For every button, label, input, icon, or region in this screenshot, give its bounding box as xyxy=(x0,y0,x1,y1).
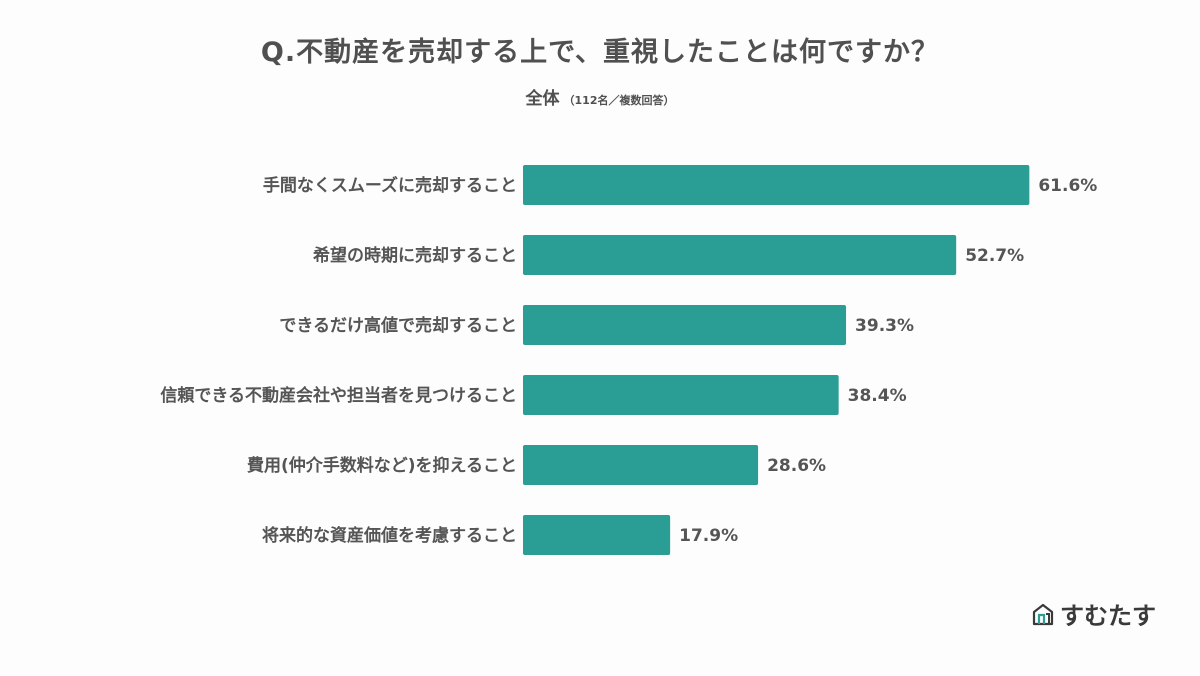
category-label: できるだけ高値で売却すること xyxy=(279,315,517,336)
bar xyxy=(523,165,1030,205)
brand-name: すむたす xyxy=(1060,602,1156,630)
subtitle-main: 全体 xyxy=(525,89,560,109)
value-label: 28.6% xyxy=(767,456,826,476)
bar xyxy=(523,375,839,415)
subtitle-note: （112名／複数回答） xyxy=(563,94,675,107)
value-label: 61.6% xyxy=(1038,176,1097,196)
house-logo-icon xyxy=(1032,603,1054,625)
value-label: 52.7% xyxy=(965,246,1024,266)
value-label: 39.3% xyxy=(855,316,914,336)
value-label: 38.4% xyxy=(848,386,907,406)
category-label: 信頼できる不動産会社や担当者を見つけること xyxy=(160,385,517,406)
category-label: 費用(仲介手数料など)を抑えること xyxy=(247,455,517,476)
category-label: 希望の時期に売却すること xyxy=(313,245,517,266)
bar xyxy=(523,305,847,345)
category-label: 将来的な資産価値を考慮すること xyxy=(262,525,517,546)
chart-title: Q.不動産を売却する上で、重視したことは何ですか？ xyxy=(260,37,940,68)
brand-logo: すむたす xyxy=(1032,596,1156,631)
category-label: 手間なくスムーズに売却すること xyxy=(263,175,517,196)
bar xyxy=(523,445,759,485)
bar xyxy=(523,515,671,555)
value-label: 17.9% xyxy=(679,526,738,546)
bar xyxy=(523,235,957,275)
chart-subtitle: 全体 （112名／複数回答） xyxy=(0,84,1200,109)
